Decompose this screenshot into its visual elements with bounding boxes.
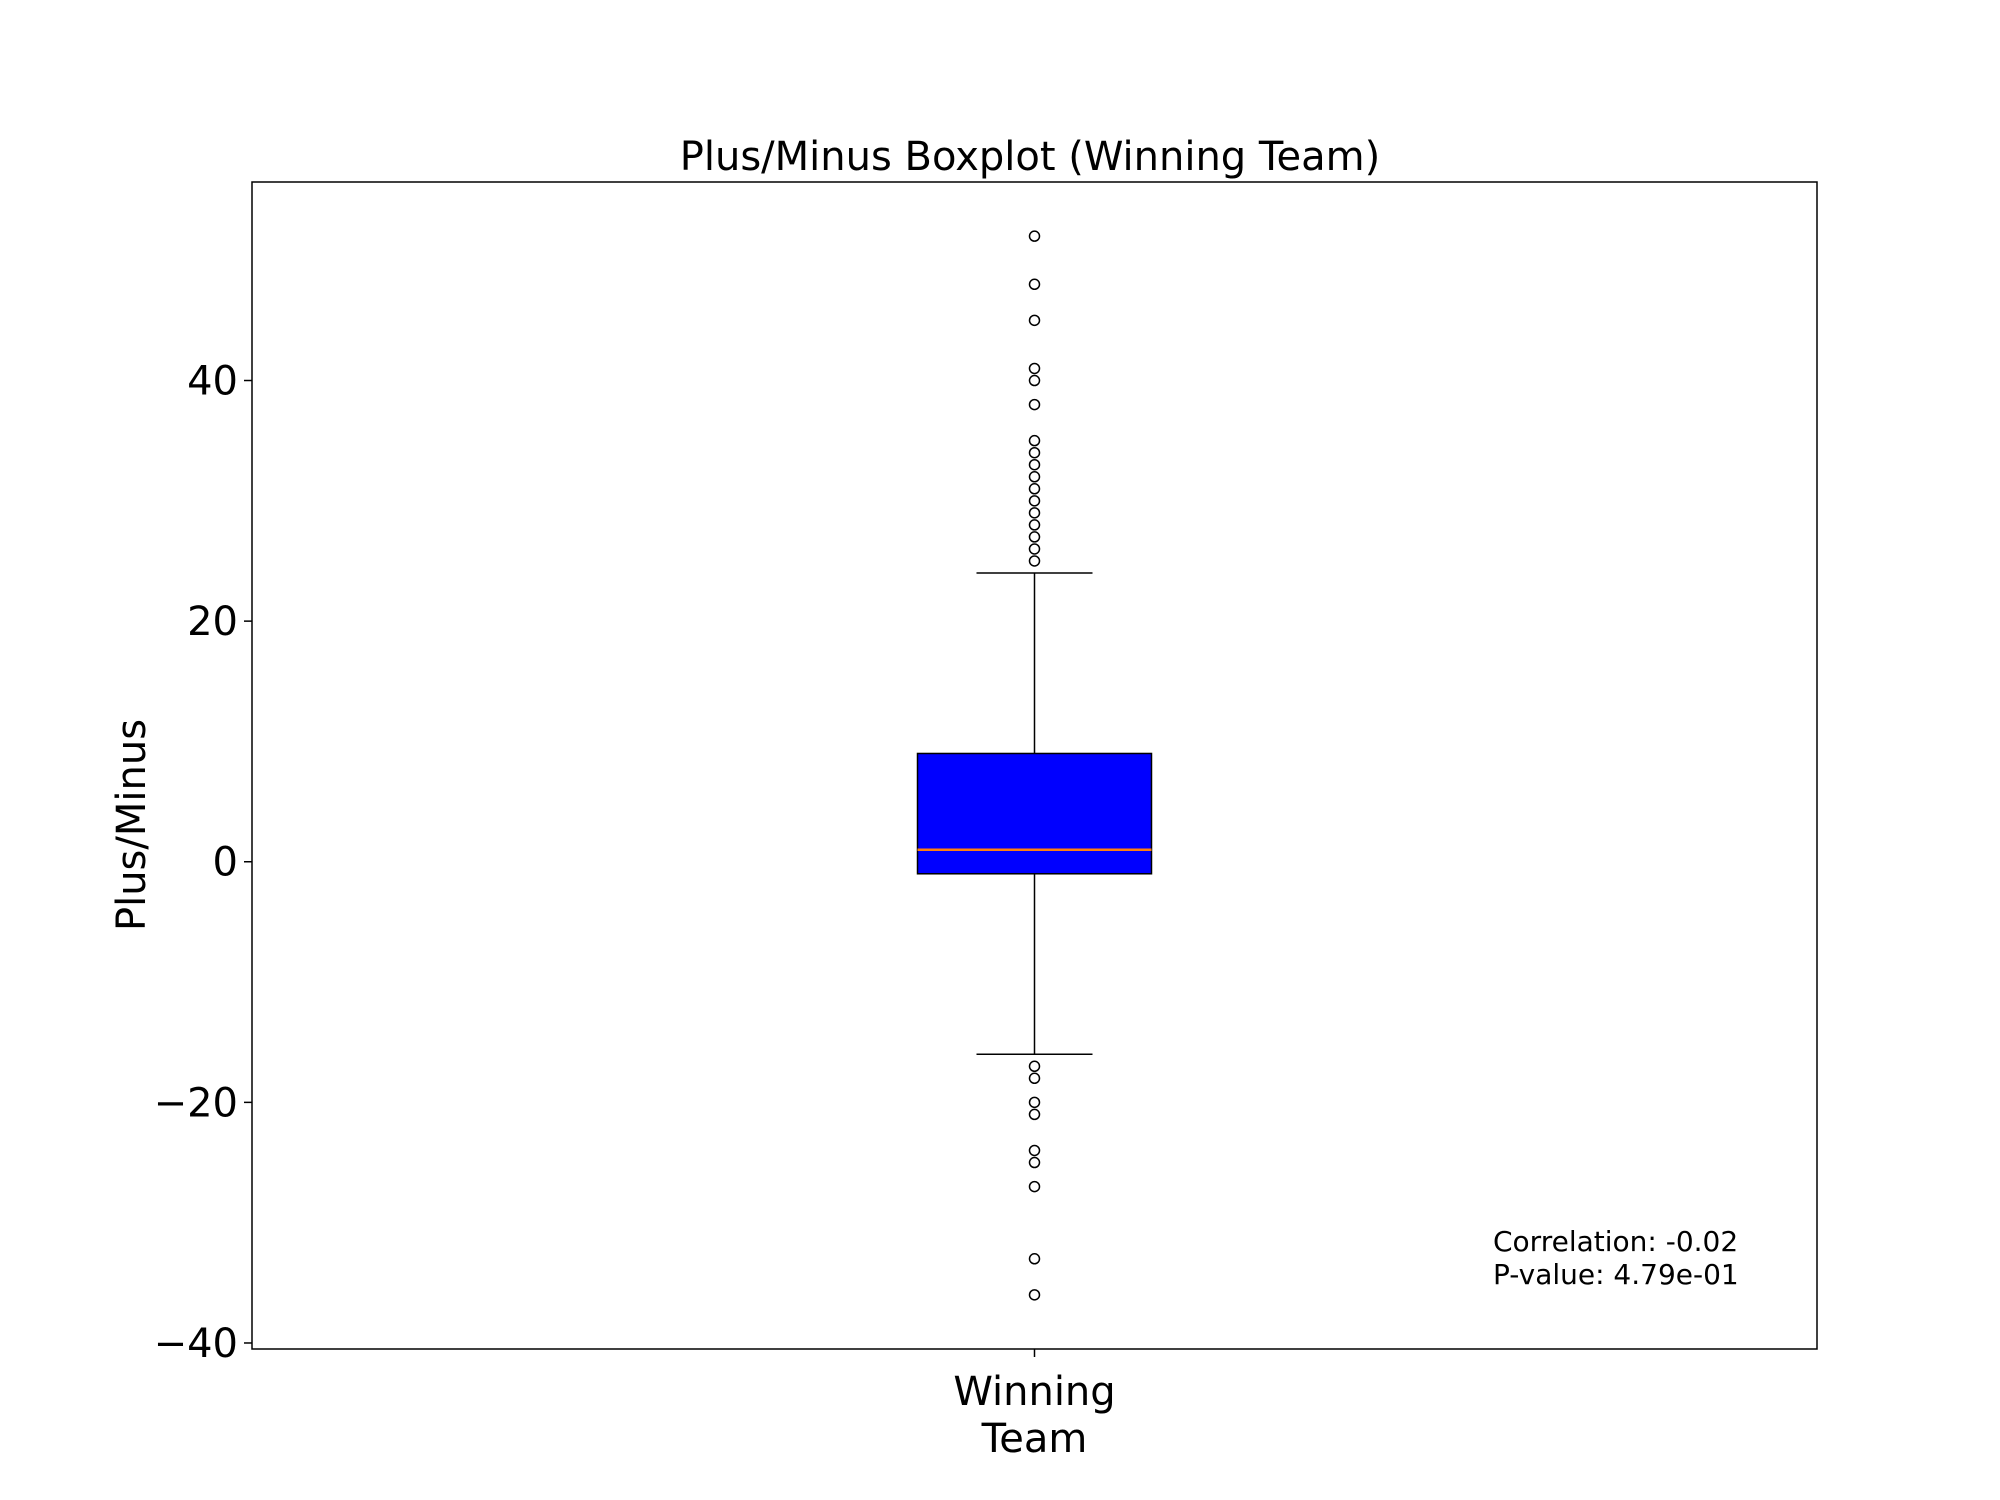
- outlier-point: [1028, 507, 1041, 519]
- x-tick-label: Winning Team: [953, 1369, 1115, 1462]
- outlier-point: [1028, 471, 1041, 483]
- outlier-point: [1028, 495, 1041, 507]
- outlier-point: [1028, 374, 1041, 387]
- y-tick-label: −40: [154, 1321, 238, 1367]
- outlier-point: [1028, 1289, 1041, 1301]
- p-value-annotation: P-value: 4.79e-01: [1493, 1258, 1739, 1291]
- outlier-point: [1028, 1144, 1041, 1157]
- outlier-point: [1028, 543, 1041, 555]
- outlier-point: [1028, 531, 1041, 543]
- y-axis: −40 −20 0 20 40: [154, 359, 252, 1367]
- outlier-point: [1028, 446, 1041, 459]
- outlier-layer: [1028, 230, 1041, 1301]
- outlier-point: [1028, 519, 1041, 531]
- outlier-point: [1028, 1253, 1041, 1265]
- outlier-point: [1028, 1096, 1041, 1109]
- outlier-point: [1028, 434, 1041, 447]
- outlier-point: [1028, 458, 1041, 471]
- y-tick-label: 40: [187, 359, 238, 405]
- outlier-point: [1028, 362, 1041, 375]
- x-axis: Winning Team: [953, 1349, 1116, 1462]
- chart-title: Plus/Minus Boxplot (Winning Team): [680, 134, 1381, 180]
- y-tick-label: 0: [213, 840, 238, 886]
- outlier-point: [1028, 314, 1041, 327]
- outlier-point: [1028, 1108, 1041, 1121]
- box-layer: [916, 572, 1153, 1055]
- outlier-point: [1028, 278, 1041, 291]
- outlier-point: [1028, 398, 1041, 411]
- outlier-point: [1028, 483, 1041, 495]
- outlier-point: [1028, 555, 1041, 567]
- outlier-point: [1028, 1180, 1041, 1193]
- iqr-box: [916, 752, 1153, 875]
- correlation-annotation: Correlation: -0.02: [1493, 1225, 1738, 1258]
- outlier-point: [1028, 1072, 1041, 1085]
- outlier-point: [1028, 1156, 1041, 1169]
- y-tick-label: 20: [187, 599, 238, 645]
- outlier-point: [1028, 230, 1041, 242]
- y-axis-label: Plus/Minus: [109, 719, 155, 931]
- outlier-point: [1028, 1060, 1041, 1073]
- y-tick-label: −20: [154, 1080, 238, 1126]
